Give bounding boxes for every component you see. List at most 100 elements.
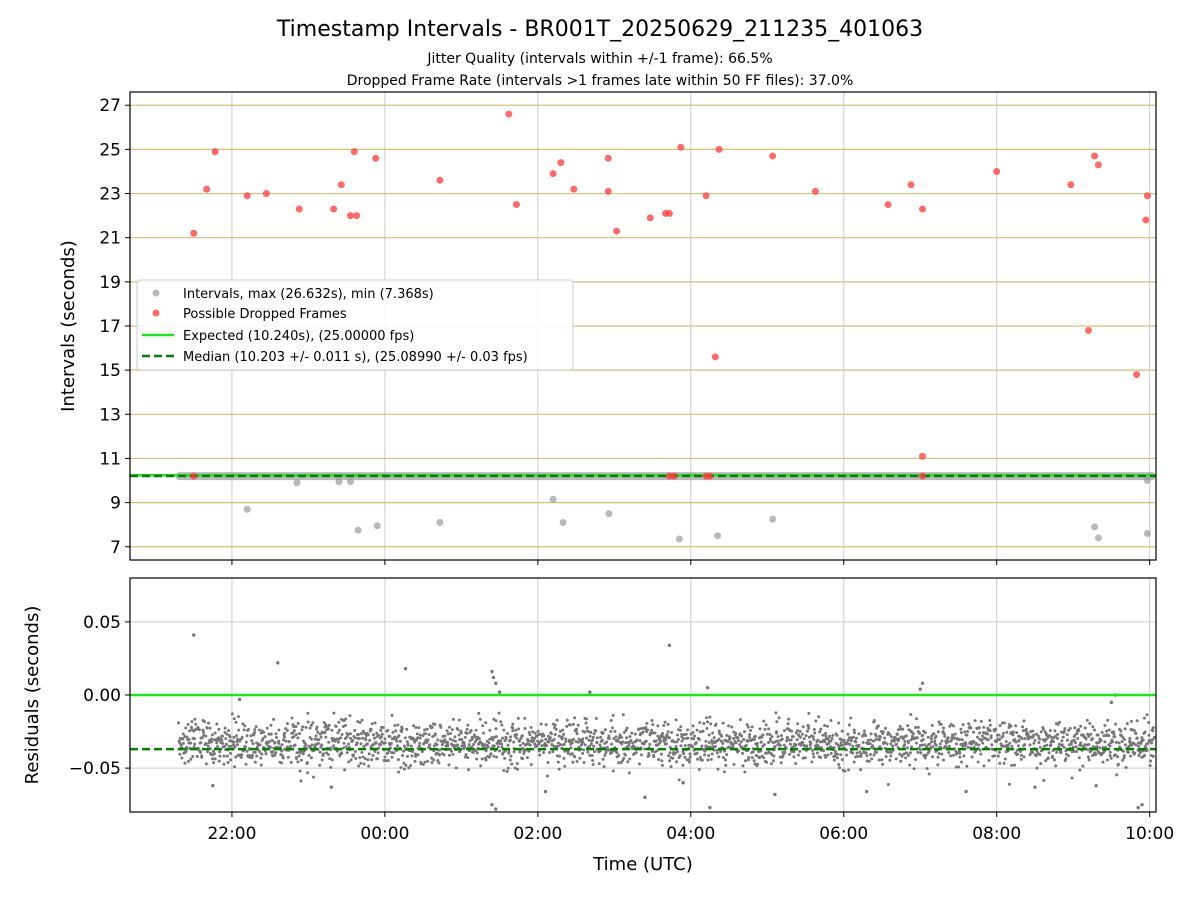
residual-point	[930, 724, 934, 728]
residual-point	[1129, 719, 1133, 723]
residual-point	[539, 722, 543, 726]
residual-point	[204, 762, 208, 766]
dropped-frame-point	[190, 472, 198, 480]
residual-point	[741, 764, 745, 768]
residual-point	[374, 741, 378, 745]
residual-point	[717, 755, 721, 759]
residual-point	[521, 741, 525, 745]
residual-outlier-point	[918, 687, 922, 691]
residual-point	[954, 750, 958, 754]
residual-point	[538, 732, 542, 736]
residual-point	[228, 735, 232, 739]
residual-point	[369, 727, 373, 731]
residual-point	[717, 729, 721, 733]
residual-point	[1064, 757, 1068, 761]
residual-point	[328, 757, 332, 761]
residual-point	[857, 732, 861, 736]
residual-point	[273, 753, 277, 757]
residual-point	[478, 717, 482, 721]
residual-point	[244, 740, 248, 744]
residual-point	[313, 737, 317, 741]
residual-point	[855, 754, 859, 758]
residual-point	[233, 745, 237, 749]
residual-point	[306, 711, 310, 715]
residual-point	[993, 754, 997, 758]
residual-point	[509, 754, 513, 758]
residual-point	[736, 736, 740, 740]
residual-point	[582, 748, 586, 752]
residual-point	[585, 736, 589, 740]
residual-point	[581, 751, 585, 755]
residual-point	[251, 742, 255, 746]
residual-point	[660, 763, 664, 767]
residual-point	[562, 742, 566, 746]
residual-point	[680, 739, 684, 743]
residual-point	[526, 739, 530, 743]
residual-point	[314, 734, 318, 738]
legend-marker-dropped	[152, 309, 160, 317]
residual-point	[605, 740, 609, 744]
dropped-frame-point	[706, 472, 714, 480]
residual-point	[259, 763, 263, 767]
residual-point	[1058, 720, 1062, 724]
legend-label-intervals: Intervals, max (26.632s), min (7.368s)	[183, 287, 434, 302]
residual-point	[494, 719, 498, 723]
residual-point	[974, 742, 978, 746]
residual-point	[664, 742, 668, 746]
residual-point	[1112, 732, 1116, 736]
residual-point	[807, 726, 811, 730]
residual-point	[1141, 738, 1145, 742]
residual-outlier-point	[491, 675, 496, 680]
residual-point	[798, 735, 802, 739]
dropped-frame-point	[711, 353, 719, 361]
residual-point	[298, 732, 302, 736]
residual-point	[871, 739, 875, 743]
residual-point	[287, 740, 291, 744]
residual-point	[489, 752, 493, 756]
residual-point	[599, 735, 603, 739]
residual-point	[298, 769, 302, 773]
residual-point	[212, 752, 216, 756]
residual-point	[894, 757, 898, 761]
residual-point	[771, 759, 775, 763]
residual-point	[396, 723, 400, 727]
residual-point	[1152, 736, 1156, 740]
residual-point	[928, 742, 932, 746]
residuals-y-tick-label: −0.05	[69, 759, 121, 779]
residual-point	[940, 752, 944, 756]
residual-point	[487, 741, 491, 745]
residual-point	[325, 751, 329, 755]
residual-point	[872, 753, 876, 757]
residual-point	[506, 743, 510, 747]
residual-point	[847, 768, 851, 772]
residual-outlier-point	[543, 789, 548, 794]
residual-point	[904, 734, 908, 738]
residual-point	[465, 727, 469, 731]
residual-point	[1032, 741, 1036, 745]
residual-point	[951, 753, 955, 757]
residual-point	[232, 735, 236, 739]
residual-point	[448, 725, 452, 729]
residual-point	[1041, 727, 1045, 731]
residual-point	[666, 722, 670, 726]
residual-point	[253, 728, 257, 732]
residual-point	[405, 740, 409, 744]
residual-point	[776, 735, 780, 739]
residual-point	[731, 745, 735, 749]
residual-point	[564, 737, 568, 741]
residual-point	[1089, 732, 1093, 736]
residual-point	[707, 740, 711, 744]
residual-point	[822, 749, 826, 753]
residual-point	[736, 739, 740, 743]
residual-point	[802, 737, 806, 741]
residual-point	[239, 755, 243, 759]
residual-point	[788, 752, 792, 756]
residual-point	[212, 761, 216, 765]
residual-point	[1090, 737, 1094, 741]
residual-point	[362, 744, 366, 748]
residual-point	[1151, 726, 1155, 730]
residual-point	[401, 753, 405, 757]
residual-point	[1031, 729, 1035, 733]
residual-point	[774, 711, 778, 715]
residual-point	[225, 732, 229, 736]
